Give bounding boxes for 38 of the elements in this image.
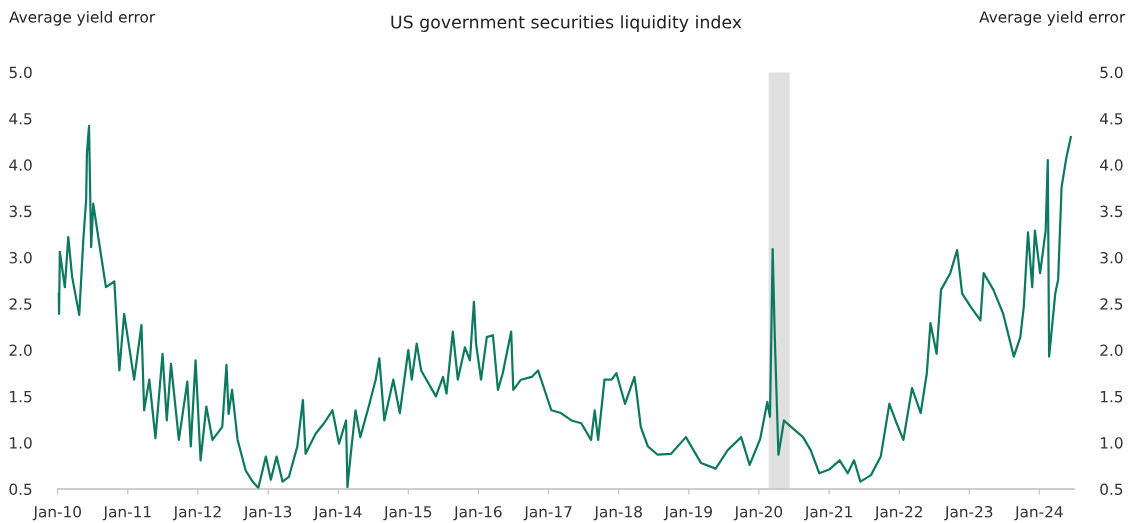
chart-title: US government securities liquidity index: [391, 15, 742, 32]
x-tick-label: Jan-23: [944, 505, 993, 521]
x-tick-label: Jan-22: [874, 505, 922, 521]
x-tick-label: Jan-11: [102, 506, 151, 521]
y-tick-label: 3.5: [9, 205, 32, 218]
x-tick-label: Jan-16: [453, 505, 502, 521]
x-tick-label: Jan-19: [663, 505, 712, 521]
x-tick-label: Jan-12: [172, 505, 221, 521]
y2-tick-label: 5.0: [1100, 66, 1123, 79]
y-tick-label: 5.0: [9, 66, 32, 79]
y2-tick-label: 2.5: [1100, 298, 1123, 310]
x-tick-label: Jan-14: [313, 506, 362, 521]
x-tick-label: Jan-10: [32, 505, 81, 521]
y-tick-label: 3.0: [9, 251, 32, 264]
y-tick-label: 2.0: [9, 344, 32, 357]
x-tick-label: Jan-24: [1014, 505, 1063, 521]
y2-tick-label: 0.5: [1100, 483, 1123, 496]
x-tick-label: Jan-18: [593, 505, 642, 521]
y2-axis-title: Average yield error: [979, 10, 1126, 26]
x-tick-label: Jan-20: [733, 505, 783, 521]
x-tick-label: Jan-15: [383, 506, 432, 521]
y2-tick-label: 1.0: [1100, 437, 1123, 449]
y2-tick-label: 3.5: [1100, 205, 1123, 218]
y-tick-label: 2.5: [9, 298, 32, 310]
y2-tick-label: 2.0: [1100, 344, 1123, 357]
x-tick-label: Jan-21: [804, 505, 852, 521]
x-tick-label: Jan-13: [243, 505, 292, 521]
y-axis-title: Average yield error: [9, 10, 156, 26]
y2-tick-label: 4.5: [1100, 113, 1123, 125]
y-tick-label: 0.5: [9, 483, 32, 496]
y2-tick-label: 1.5: [1100, 391, 1123, 403]
y-tick-label: 1.0: [10, 437, 32, 449]
y2-tick-label: 3.0: [1100, 251, 1123, 264]
y-tick-label: 4.0: [9, 159, 32, 171]
x-tick-label: Jan-17: [523, 506, 572, 521]
y-tick-label: 1.5: [10, 391, 32, 403]
y2-tick-label: 4.0: [1100, 159, 1123, 171]
y-tick-label: 4.5: [9, 113, 32, 125]
